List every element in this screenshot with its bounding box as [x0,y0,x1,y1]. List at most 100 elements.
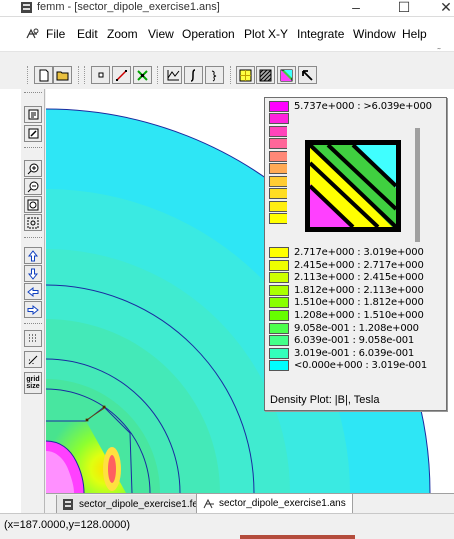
legend-swatch [269,175,289,187]
menu-operation[interactable]: Operation [182,27,235,41]
legend-entry: <0.000e+000 : 3.019e-001 [269,360,427,372]
view-toolbar: grid size [21,89,45,513]
toolbar-separator [24,323,42,324]
mdi-restore-button[interactable]: ̲ ̴ [430,42,439,52]
density-legend[interactable]: 5.737e+000 : >6.039e+000 2.717e+000 : 3.… [264,97,447,411]
femm-logo-icon [203,498,214,509]
area-mode-icon[interactable] [133,66,152,84]
legend-label: 9.058e-001 : 1.208e+000 [294,322,419,334]
tab-label: sector_dipole_exercise1.fem [79,498,207,510]
legend-swatch [269,347,289,359]
zoom-window-icon[interactable] [24,214,42,231]
legend-entry: 2.717e+000 : 3.019e+000 [269,247,424,258]
legend-label: 2.113e+000 : 2.415e+000 [294,272,424,284]
vector-plot-icon[interactable] [277,66,296,84]
legend-entry: 1.208e+000 : 1.510e+000 [269,310,424,321]
legend-label: 3.019e-001 : 6.039e-001 [294,347,415,359]
toolbar-grip [24,92,42,93]
integrate-icon[interactable] [184,66,203,84]
legend-entry: 9.058e-001 : 1.208e+000 [269,322,419,334]
close-button[interactable]: ✕ [440,0,452,15]
main-toolbar [0,51,454,89]
tab-label: sector_dipole_exercise1.ans [219,498,346,509]
snap-grid-icon[interactable] [24,351,42,368]
select-arrow-icon[interactable] [298,66,317,84]
maximize-button[interactable]: ☐ [397,0,411,15]
legend-label: 1.510e+000 : 1.812e+000 [294,297,424,309]
plot-xy-icon[interactable] [163,66,182,84]
menu-zoom[interactable]: Zoom [107,27,138,41]
legend-entry: 1.812e+000 : 2.113e+000 [269,284,424,296]
menu-window[interactable]: Window [353,27,396,41]
window-title: femm - [sector_dipole_exercise1.ans] [37,1,220,13]
zoom-in-icon[interactable] [24,160,42,177]
legend-swatch [269,272,289,284]
circuit-props-icon[interactable] [205,66,224,84]
legend-entry: 5.737e+000 : >6.039e+000 [269,101,432,112]
menu-integrate[interactable]: Integrate [297,27,345,41]
toolbar-separator [84,66,87,84]
grid-size-button[interactable]: grid size [24,372,42,394]
legend-swatch [269,213,289,224]
pan-up-icon[interactable] [24,247,42,264]
legend-swatch [269,150,289,162]
legend-swatch [269,335,289,347]
show-grid-icon[interactable] [24,330,42,347]
femm-splash-icon [287,126,429,244]
menu-help[interactable]: Help [402,27,427,41]
tab-fem-file[interactable]: sector_dipole_exercise1.fem [56,495,214,514]
pan-down-icon[interactable] [24,265,42,282]
menu-file[interactable]: File [46,27,66,41]
toolbar-separator [24,237,42,238]
coordinate-readout: (x=187.0000,y=128.0000) [4,519,130,531]
tab-ans-file[interactable]: sector_dipole_exercise1.ans [196,494,353,514]
legend-swatch [269,310,289,321]
femm-logo-icon[interactable] [25,27,39,41]
contour-plot-icon[interactable] [256,66,275,84]
legend-swatch [269,360,289,372]
legend-swatch [269,163,289,174]
legend-swatch [269,297,289,309]
taskbar-highlight [240,535,355,539]
title-bar[interactable]: femm - [sector_dipole_exercise1.ans] – ☐… [0,0,454,17]
zoom-out-icon[interactable] [24,178,42,195]
open-folder-icon[interactable] [53,66,72,84]
toolbar-separator [78,66,81,84]
legend-swatch [269,113,289,124]
legend-entry: 2.415e+000 : 2.717e+000 [269,259,424,271]
results-list-icon[interactable] [24,106,42,123]
legend-swatch [269,247,289,258]
legend-label: 2.717e+000 : 3.019e+000 [294,247,424,258]
edit-props-icon[interactable] [24,125,42,142]
menu-edit[interactable]: Edit [77,27,98,41]
density-plot-icon[interactable] [236,66,255,84]
grid-size-label: grid [26,376,40,383]
minimize-button[interactable]: – [352,0,360,15]
zoom-natural-icon[interactable] [24,196,42,213]
pan-right-icon[interactable] [24,301,42,318]
legend-entry: 1.510e+000 : 1.812e+000 [269,297,424,309]
field-plot [46,89,454,493]
geometry-outline [85,405,107,422]
status-bar: (x=187.0000,y=128.0000) [0,513,454,535]
legend-entry: 6.039e-001 : 9.058e-001 [269,335,415,347]
line-mode-icon[interactable] [112,66,131,84]
toolbar-separator [24,147,42,148]
menu-bar: File Edit Zoom View Operation Plot X-Y I… [0,17,454,52]
legend-label: 5.737e+000 : >6.039e+000 [294,101,432,112]
legend-label: 2.415e+000 : 2.717e+000 [294,259,424,271]
legend-title: Density Plot: |B|, Tesla [270,394,380,406]
point-mode-icon[interactable] [91,66,110,84]
legend-swatch [269,188,289,199]
legend-entry: 3.019e-001 : 6.039e-001 [269,347,415,359]
menu-plot-xy[interactable]: Plot X-Y [244,27,289,41]
peak-field-region [46,451,74,493]
legend-swatch [269,322,289,334]
legend-swatch [269,259,289,271]
legend-label: 6.039e-001 : 9.058e-001 [294,335,415,347]
menu-view[interactable]: View [148,27,174,41]
new-file-icon[interactable] [34,66,53,84]
legend-swatch [269,200,289,212]
pan-left-icon[interactable] [24,283,42,300]
